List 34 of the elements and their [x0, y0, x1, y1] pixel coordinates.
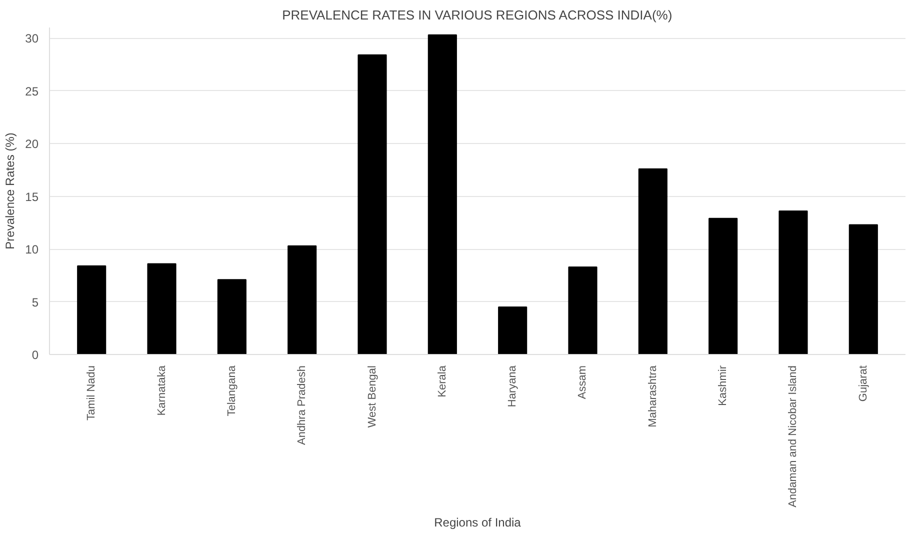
bar: [428, 34, 457, 354]
chart-title: PREVALENCE RATES IN VARIOUS REGIONS ACROSS INDIA(%): [282, 8, 672, 22]
y-tick-label: 0: [32, 348, 39, 362]
x-tick-label: West Bengal: [366, 365, 378, 428]
y-axis-title: Prevalence Rates (%): [3, 132, 18, 250]
x-tick-label: Gujarat: [857, 365, 870, 402]
bar: [358, 54, 387, 354]
y-tick-label: 5: [32, 295, 39, 310]
bar: [147, 263, 176, 354]
bar: [77, 265, 106, 354]
bar: [498, 306, 528, 354]
x-tick-label: Assam: [576, 365, 589, 400]
y-tick-label: 10: [25, 242, 39, 257]
bar: [568, 266, 598, 354]
y-tick-label: 15: [25, 190, 39, 204]
x-tick-label: Andaman and Nicobar Island: [787, 365, 800, 508]
x-tick-label: Kerala: [436, 364, 448, 398]
x-tick-label: Telangana: [226, 364, 238, 416]
x-tick-label: Maharashtra: [646, 364, 659, 428]
bar: [708, 218, 738, 354]
bar: [288, 245, 317, 354]
bar: [217, 279, 246, 354]
bar: [638, 168, 668, 354]
x-tick-label: Karnataka: [156, 364, 168, 416]
bar: [848, 224, 878, 354]
y-tick-label: 20: [25, 137, 39, 152]
x-axis-title: Regions of India: [434, 515, 522, 530]
bar: [778, 210, 808, 354]
x-tick-label: Haryana: [506, 364, 519, 408]
y-tick-label: 30: [25, 32, 39, 46]
y-tick-label: 25: [25, 84, 39, 98]
x-tick-label: Andhra Pradesh: [296, 366, 308, 445]
x-tick-label: Kashmir: [717, 365, 730, 406]
x-tick-label: Tamil Nadu: [86, 365, 98, 421]
